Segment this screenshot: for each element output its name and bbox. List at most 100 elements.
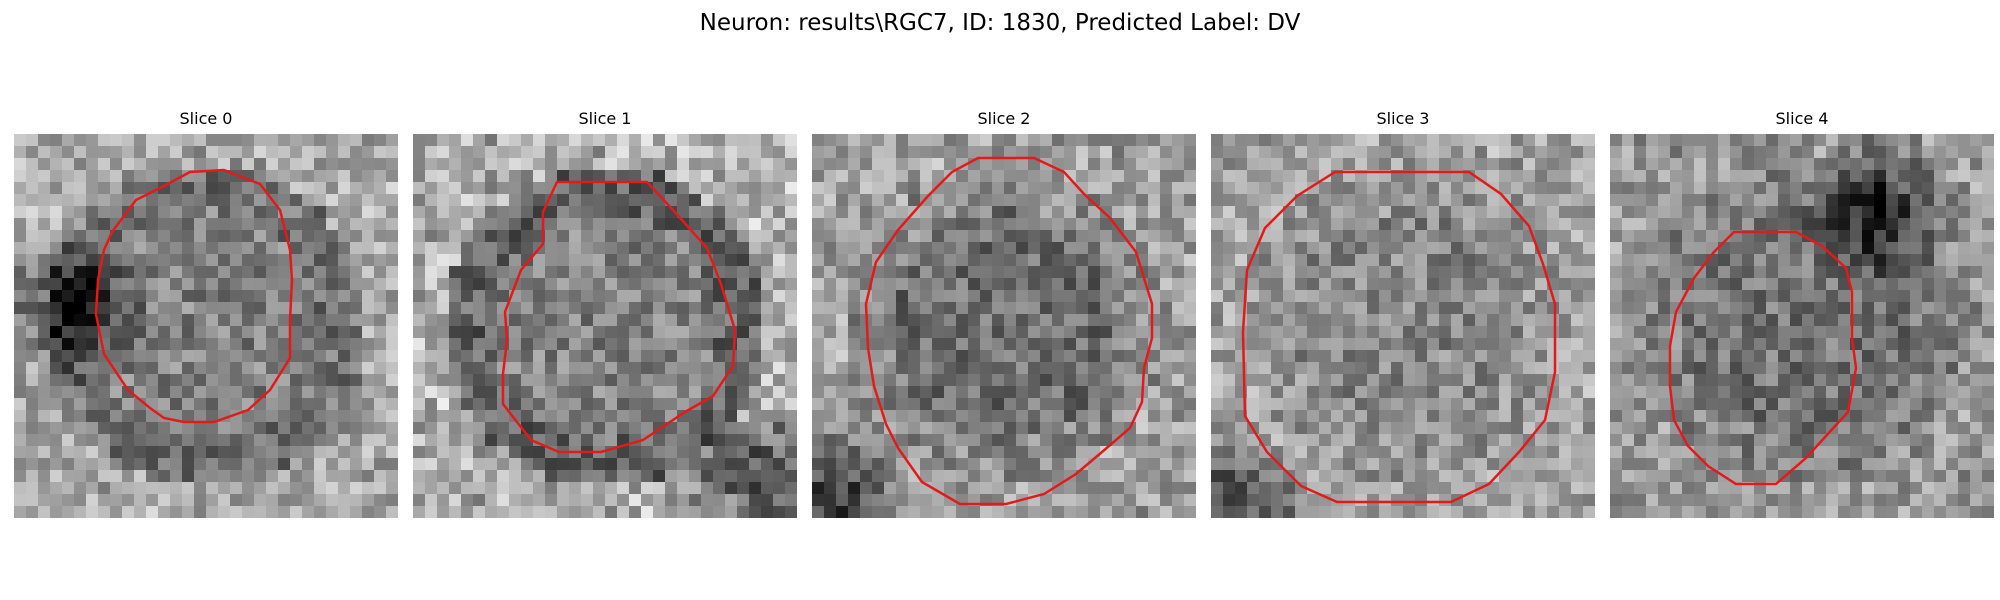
image-pixel xyxy=(449,278,462,291)
image-pixel xyxy=(98,134,111,147)
image-pixel xyxy=(266,266,279,279)
image-pixel xyxy=(266,134,279,147)
image-pixel xyxy=(158,386,171,399)
image-pixel xyxy=(569,434,582,447)
image-pixel xyxy=(992,470,1005,483)
image-pixel xyxy=(110,398,123,411)
image-pixel xyxy=(509,218,522,231)
image-pixel xyxy=(593,482,606,495)
image-pixel xyxy=(1259,254,1272,267)
image-pixel xyxy=(1427,434,1440,447)
image-pixel xyxy=(1235,314,1248,327)
image-pixel xyxy=(1160,350,1173,363)
image-pixel xyxy=(593,278,606,291)
image-pixel xyxy=(932,194,945,207)
image-pixel xyxy=(1475,386,1488,399)
image-pixel xyxy=(158,434,171,447)
image-pixel xyxy=(569,314,582,327)
image-pixel xyxy=(872,422,885,435)
image-pixel xyxy=(386,494,398,507)
image-pixel xyxy=(290,218,303,231)
image-pixel xyxy=(266,458,279,471)
image-pixel xyxy=(872,362,885,375)
image-pixel xyxy=(1076,194,1089,207)
image-pixel xyxy=(968,422,981,435)
image-pixel xyxy=(302,506,315,518)
image-pixel xyxy=(713,194,726,207)
image-pixel xyxy=(1838,170,1851,183)
image-pixel xyxy=(386,278,398,291)
image-pixel xyxy=(290,398,303,411)
image-pixel xyxy=(641,146,654,159)
image-pixel xyxy=(1814,290,1827,303)
image-pixel xyxy=(1016,170,1029,183)
image-pixel xyxy=(557,170,570,183)
image-pixel xyxy=(1571,182,1584,195)
image-pixel xyxy=(326,362,339,375)
image-pixel xyxy=(437,206,450,219)
image-pixel xyxy=(497,422,510,435)
image-pixel xyxy=(665,326,678,339)
image-pixel xyxy=(1958,314,1971,327)
image-pixel xyxy=(569,470,582,483)
image-pixel xyxy=(848,374,861,387)
image-pixel xyxy=(1511,194,1524,207)
image-pixel xyxy=(1016,206,1029,219)
image-pixel xyxy=(278,470,291,483)
image-pixel xyxy=(980,434,993,447)
image-pixel xyxy=(110,206,123,219)
image-pixel xyxy=(206,302,219,315)
image-pixel xyxy=(338,254,351,267)
image-pixel xyxy=(218,446,231,459)
image-pixel xyxy=(1379,266,1392,279)
image-pixel xyxy=(932,410,945,423)
image-pixel xyxy=(1694,362,1707,375)
image-pixel xyxy=(1004,302,1017,315)
image-pixel xyxy=(980,134,993,147)
image-pixel xyxy=(992,194,1005,207)
image-pixel xyxy=(1487,506,1500,518)
image-pixel xyxy=(1160,314,1173,327)
image-pixel xyxy=(1295,470,1308,483)
image-pixel xyxy=(314,134,327,147)
image-pixel xyxy=(1634,410,1647,423)
image-pixel xyxy=(1343,470,1356,483)
image-pixel xyxy=(1355,470,1368,483)
image-pixel xyxy=(1319,326,1332,339)
image-pixel xyxy=(992,386,1005,399)
image-pixel xyxy=(785,134,797,147)
image-pixel xyxy=(1814,146,1827,159)
image-pixel xyxy=(689,482,702,495)
image-pixel xyxy=(737,362,750,375)
image-pixel xyxy=(1862,314,1875,327)
image-pixel xyxy=(242,446,255,459)
image-pixel xyxy=(836,398,849,411)
image-pixel xyxy=(1571,218,1584,231)
image-pixel xyxy=(521,326,534,339)
image-pixel xyxy=(1523,506,1536,518)
image-pixel xyxy=(980,254,993,267)
image-pixel xyxy=(1634,338,1647,351)
image-pixel xyxy=(134,350,147,363)
image-pixel xyxy=(968,434,981,447)
image-pixel xyxy=(1283,482,1296,495)
image-pixel xyxy=(1730,254,1743,267)
image-pixel xyxy=(557,194,570,207)
image-pixel xyxy=(509,470,522,483)
image-pixel xyxy=(1934,158,1947,171)
image-pixel xyxy=(266,218,279,231)
image-pixel xyxy=(1838,182,1851,195)
image-pixel xyxy=(701,386,714,399)
image-pixel xyxy=(1004,410,1017,423)
image-pixel xyxy=(374,362,387,375)
image-pixel xyxy=(920,170,933,183)
image-pixel xyxy=(1160,338,1173,351)
image-pixel xyxy=(617,374,630,387)
image-pixel xyxy=(1778,254,1791,267)
image-pixel xyxy=(1970,230,1983,243)
image-pixel xyxy=(473,218,486,231)
image-pixel xyxy=(1874,314,1887,327)
image-pixel xyxy=(350,434,363,447)
image-pixel xyxy=(773,422,786,435)
image-pixel xyxy=(1028,362,1041,375)
